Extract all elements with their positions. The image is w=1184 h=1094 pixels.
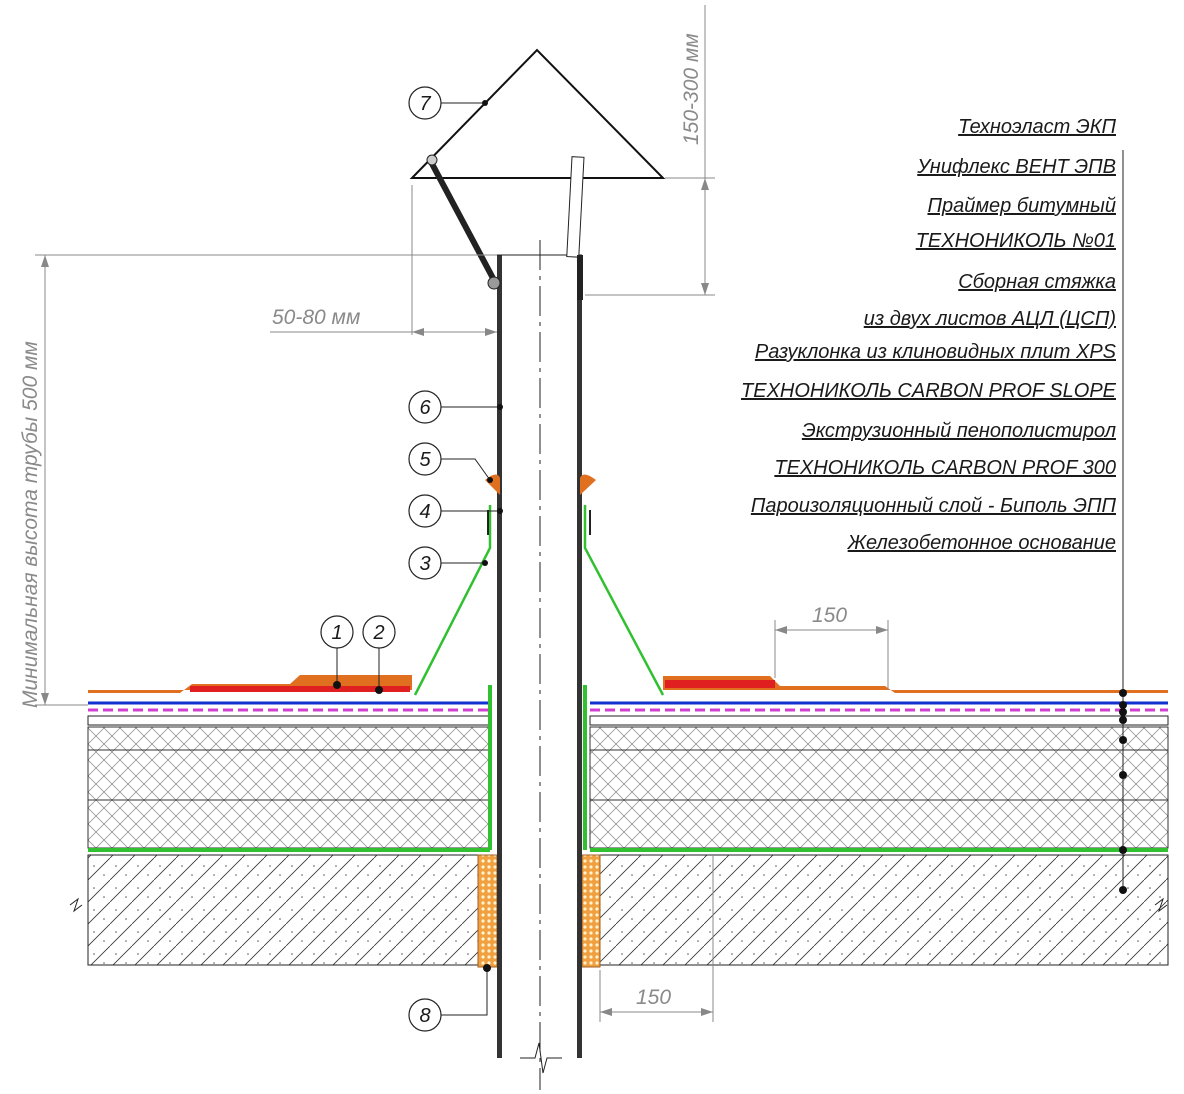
min-height: Минимальная высота трубы 500 мм xyxy=(19,341,42,708)
overlap-dim: 150 xyxy=(812,604,847,627)
cap xyxy=(412,50,663,300)
layer-label: ТЕХНОНИКОЛЬ CARBON PROF SLOPE xyxy=(741,380,1117,402)
callout-number: 7 xyxy=(419,93,431,115)
gap-dim: 50-80 мм xyxy=(272,306,360,329)
callout-number: 2 xyxy=(372,622,384,644)
cap-height: 150-300 мм xyxy=(680,33,703,145)
callout-number: 6 xyxy=(419,397,431,419)
layer-label: Экструзионный пенополистирол xyxy=(802,420,1116,442)
layer-label: Разуклонка из клиновидных плит XPS xyxy=(755,341,1117,363)
layer-label: из двух листов АЦЛ (ЦСП) xyxy=(864,308,1116,330)
layer-label: Железобетонное основание xyxy=(847,532,1116,554)
layer-label: ТЕХНОНИКОЛЬ №01 xyxy=(916,230,1116,252)
roof-layers xyxy=(70,675,1168,967)
layer-label: Пароизоляционный слой - Биполь ЭПП xyxy=(751,495,1117,517)
offset-dim: 150 xyxy=(636,986,671,1009)
layer-label: ТЕХНОНИКОЛЬ CARBON PROF 300 xyxy=(774,457,1116,479)
callout-number: 5 xyxy=(419,449,431,471)
flashing xyxy=(415,474,663,695)
callout-number: 8 xyxy=(419,1005,430,1027)
layer-label: Праймер битумный xyxy=(927,195,1116,217)
callout-number: 1 xyxy=(331,622,342,644)
layer-label: Техноэласт ЭКП xyxy=(958,116,1116,138)
callout-number: 3 xyxy=(419,553,430,575)
callout-number: 4 xyxy=(419,501,430,523)
pipe xyxy=(497,240,582,1090)
detail-drawing: 150-300 мм 50-80 мм Минимальная высота т… xyxy=(0,0,1184,1094)
layer-labels: Техноэласт ЭКП Унифлекс ВЕНТ ЭПВ Праймер б… xyxy=(741,116,1117,554)
layer-label: Унифлекс ВЕНТ ЭПВ xyxy=(916,156,1116,178)
layer-label: Сборная стяжка xyxy=(958,271,1116,293)
